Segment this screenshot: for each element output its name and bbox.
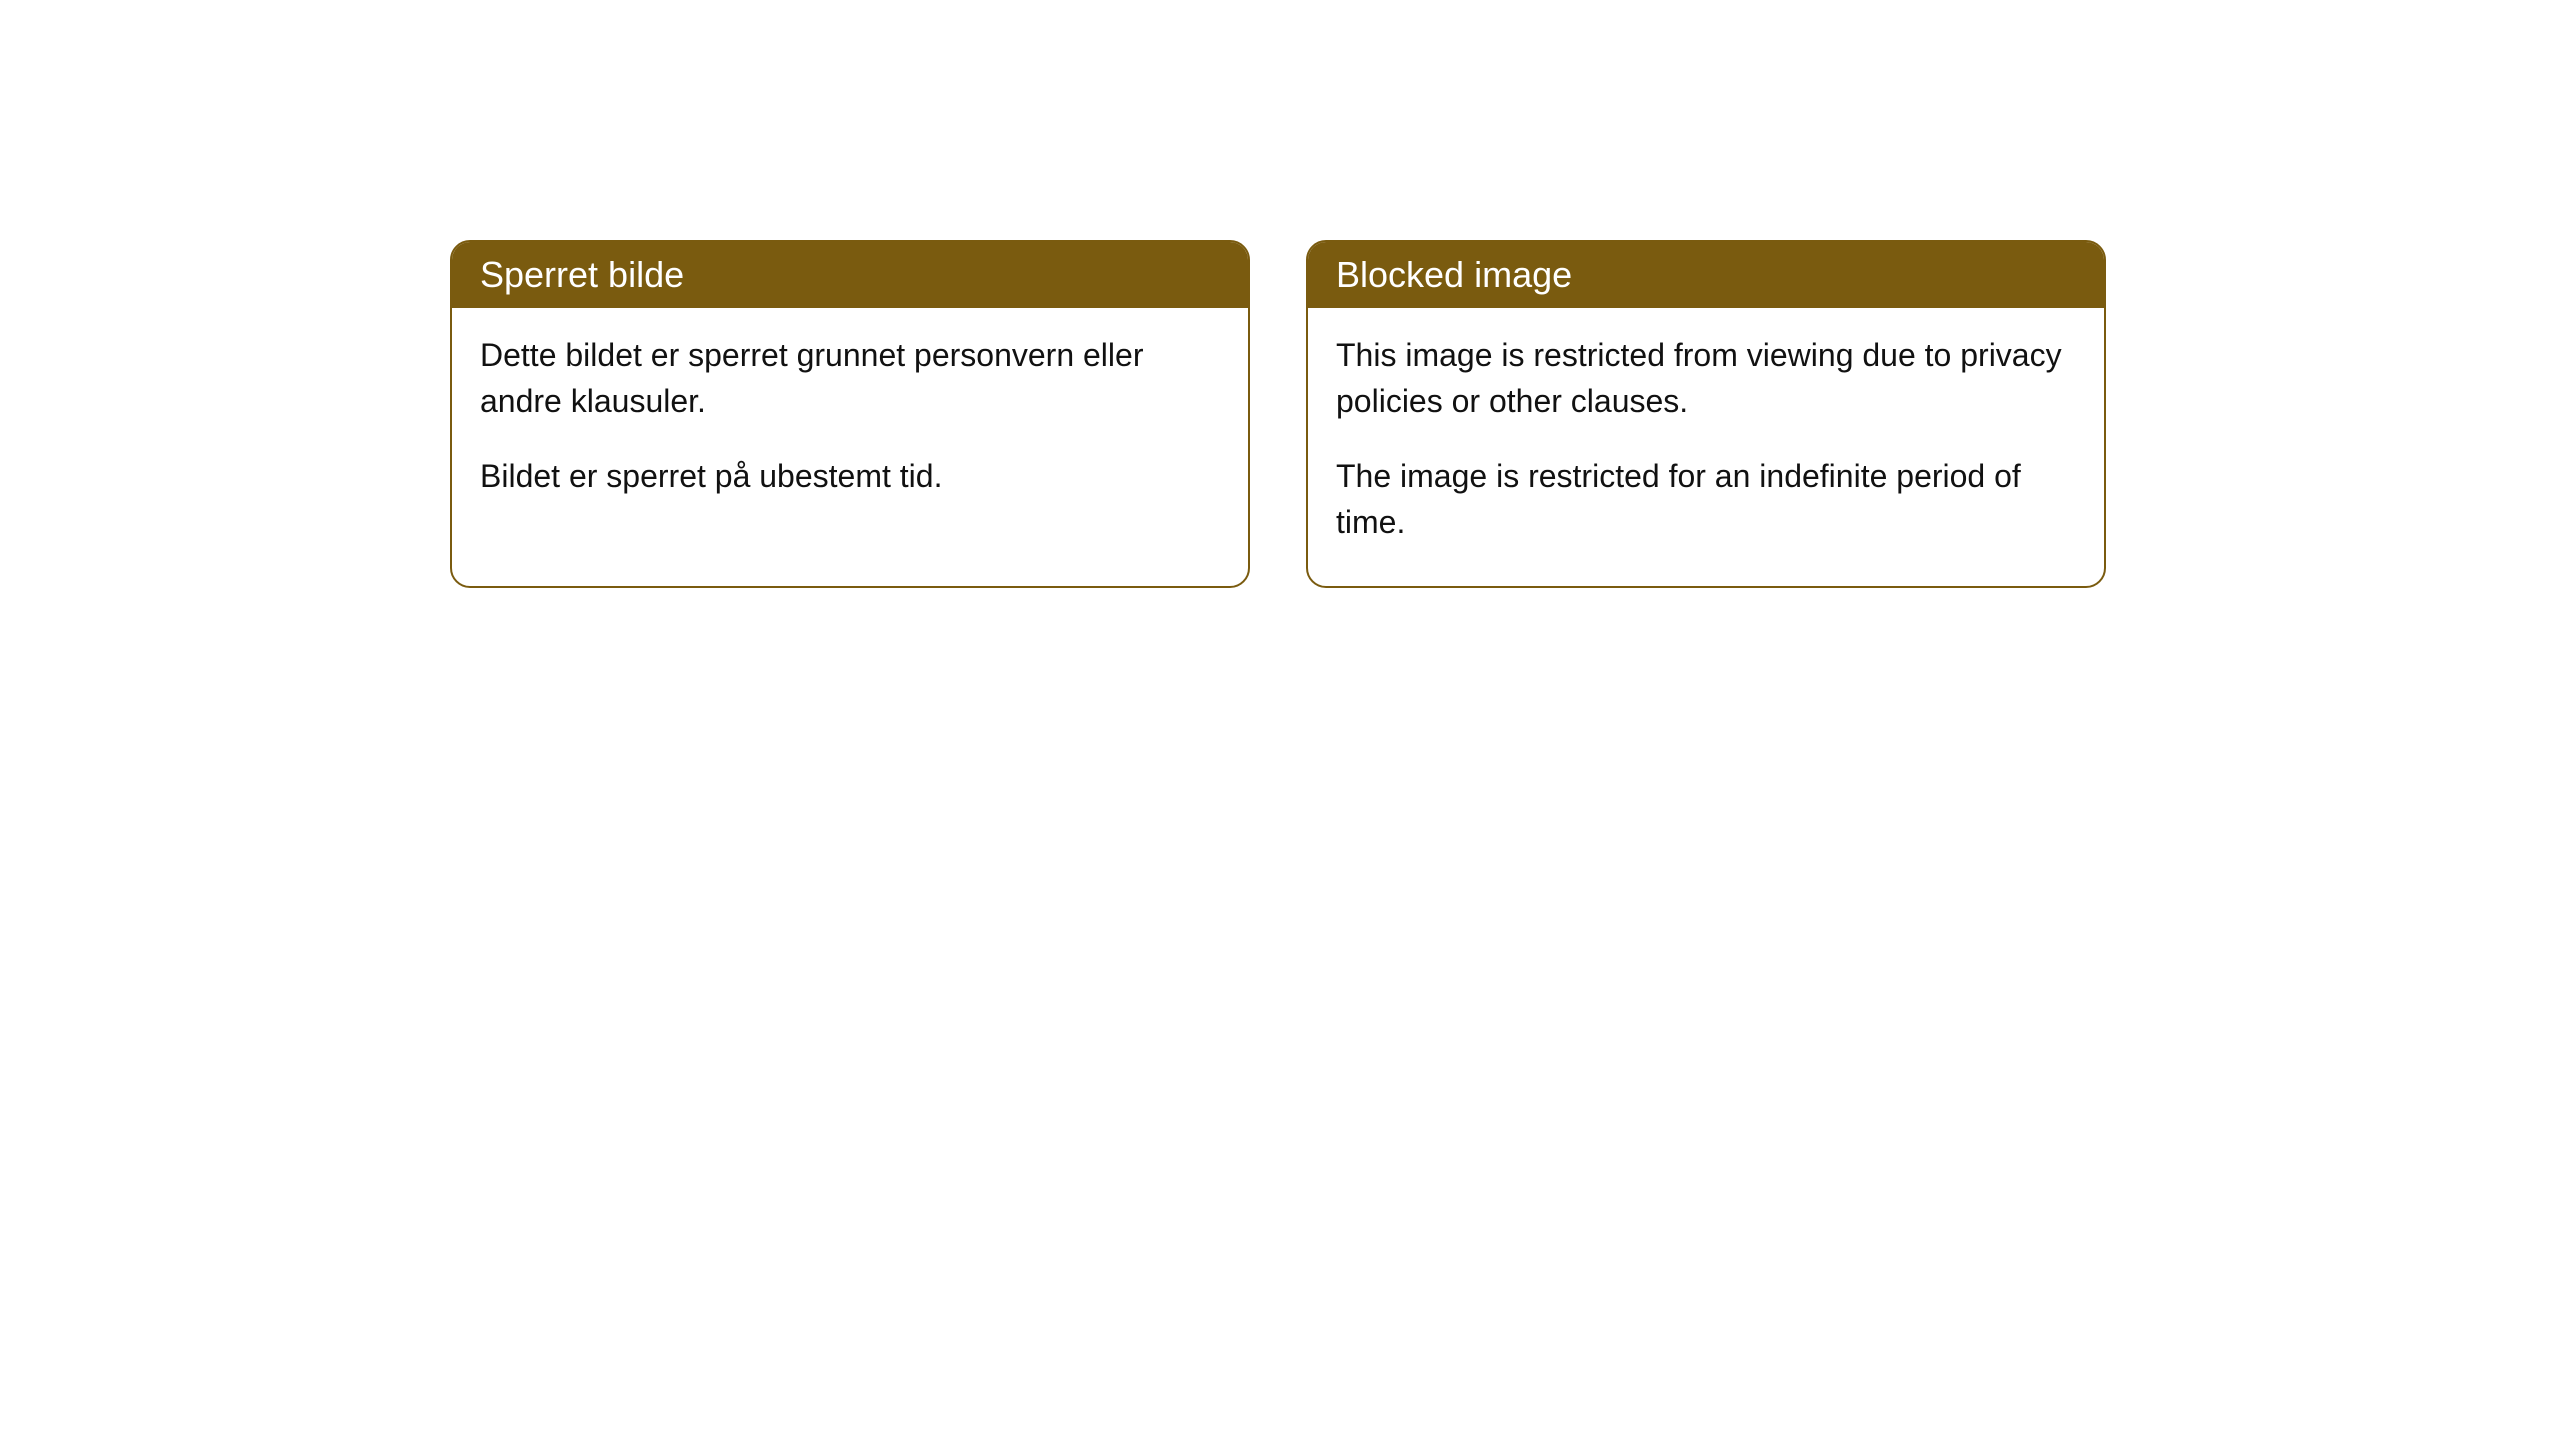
notice-paragraph-2: The image is restricted for an indefinit… [1336,453,2076,546]
card-body: This image is restricted from viewing du… [1308,308,2104,586]
notice-card-english: Blocked image This image is restricted f… [1306,240,2106,588]
notice-paragraph-1: This image is restricted from viewing du… [1336,332,2076,425]
notice-paragraph-2: Bildet er sperret på ubestemt tid. [480,453,1220,499]
card-header: Blocked image [1308,242,2104,308]
notice-cards-container: Sperret bilde Dette bildet er sperret gr… [450,240,2560,588]
card-header: Sperret bilde [452,242,1248,308]
notice-card-norwegian: Sperret bilde Dette bildet er sperret gr… [450,240,1250,588]
notice-paragraph-1: Dette bildet er sperret grunnet personve… [480,332,1220,425]
card-body: Dette bildet er sperret grunnet personve… [452,308,1248,539]
